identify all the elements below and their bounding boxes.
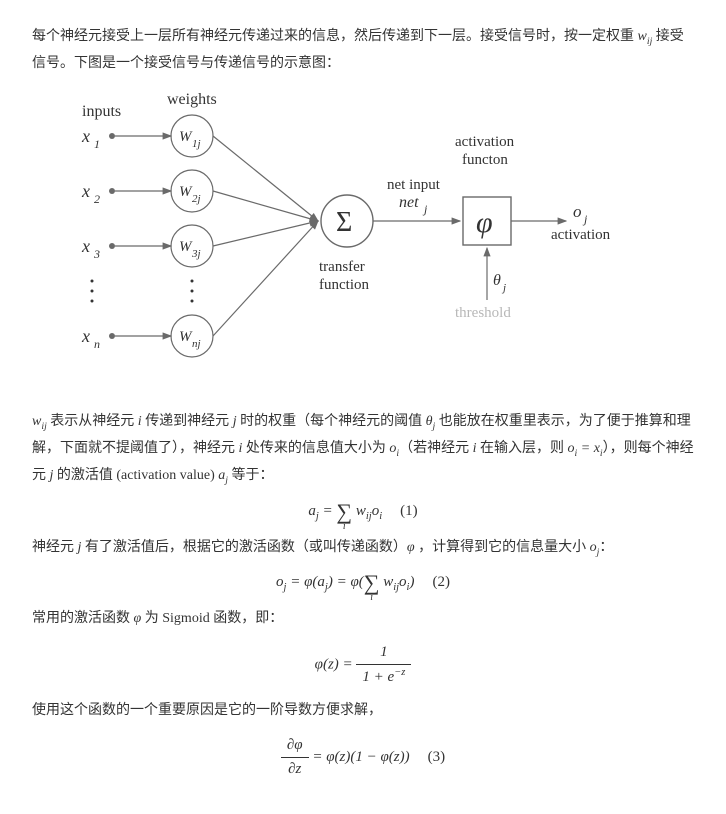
svg-text:transfer: transfer [319, 259, 365, 275]
paragraph-4: 常用的激活函数 φ 为 Sigmoid 函数，即： [32, 606, 694, 633]
equation-2: oj = φ(aj) = φ(∑i wijoi)(2) [32, 572, 694, 596]
paragraph-5: 使用这个函数的一个重要原因是它的一阶导数方便求解， [32, 698, 694, 725]
diagram-svg: inputsweightsx1W1jx2W2jx3W3jxnWnjΣtransf… [52, 86, 632, 386]
equation-3: φ(z) = 11 + e−z [32, 642, 694, 688]
fraction: 11 + e−z [356, 642, 411, 688]
svg-text:W: W [179, 239, 193, 255]
svg-text:inputs: inputs [82, 103, 121, 120]
svg-text:function: function [319, 277, 369, 293]
svg-text:activation: activation [551, 227, 611, 243]
equation-1: aj = ∑i wijoi(1) [32, 501, 694, 525]
theta-j: θj [426, 414, 436, 429]
wij: wij [32, 414, 47, 429]
svg-text:nj: nj [192, 338, 201, 350]
explanation-paragraph: wij 表示从神经元 i 传递到神经元 j 时的权重（每个神经元的阈值 θj 也… [32, 409, 694, 491]
paragraph-3: 神经元 j 有了激活值后，根据它的激活函数（或叫传递函数）φ ，计算得到它的信息… [32, 535, 694, 562]
sum-icon: ∑i [364, 574, 380, 592]
svg-text:o: o [573, 202, 582, 221]
neuron-diagram: inputsweightsx1W1jx2W2jx3W3jxnWnjΣtransf… [52, 86, 694, 397]
svg-text:x: x [81, 126, 90, 146]
svg-text:j: j [582, 212, 588, 226]
wij-var: wij [638, 29, 653, 44]
svg-text:2j: 2j [192, 193, 201, 205]
svg-text:j: j [501, 282, 506, 294]
svg-text:x: x [81, 236, 90, 256]
intro-text-a: 每个神经元接受上一层所有神经元传递过来的信息，然后传递到下一层。接受信号时，按一… [32, 29, 638, 44]
svg-text:3j: 3j [191, 248, 201, 260]
svg-text:W: W [179, 129, 193, 145]
oi: oi [389, 441, 399, 456]
svg-text:activation: activation [455, 134, 515, 150]
svg-text:x: x [81, 181, 90, 201]
svg-text:3: 3 [93, 247, 100, 261]
sum-icon: ∑i [336, 503, 352, 521]
svg-text:W: W [179, 184, 193, 200]
svg-text:functon: functon [462, 152, 508, 168]
svg-text:x: x [81, 326, 90, 346]
equation-4: ∂φ∂z = φ(z)(1 − φ(z))(3) [32, 735, 694, 780]
svg-text:θ: θ [493, 272, 501, 289]
svg-text:W: W [179, 329, 193, 345]
partial-fraction: ∂φ∂z [281, 735, 309, 780]
svg-text:n: n [94, 337, 100, 351]
aj: aj [218, 468, 228, 483]
oj: oj [590, 540, 600, 555]
svg-text:Σ: Σ [336, 207, 352, 238]
svg-text:net input: net input [387, 177, 441, 193]
svg-text:weights: weights [167, 91, 217, 108]
intro-paragraph: 每个神经元接受上一层所有神经元传递过来的信息，然后传递到下一层。接受信号时，按一… [32, 24, 694, 78]
svg-text:1: 1 [94, 137, 100, 151]
svg-text:φ: φ [476, 206, 493, 239]
svg-text:2: 2 [94, 192, 100, 206]
svg-text:net: net [399, 194, 419, 211]
svg-text:threshold: threshold [455, 305, 511, 321]
svg-text:j: j [422, 202, 428, 216]
svg-text:1j: 1j [192, 138, 201, 150]
